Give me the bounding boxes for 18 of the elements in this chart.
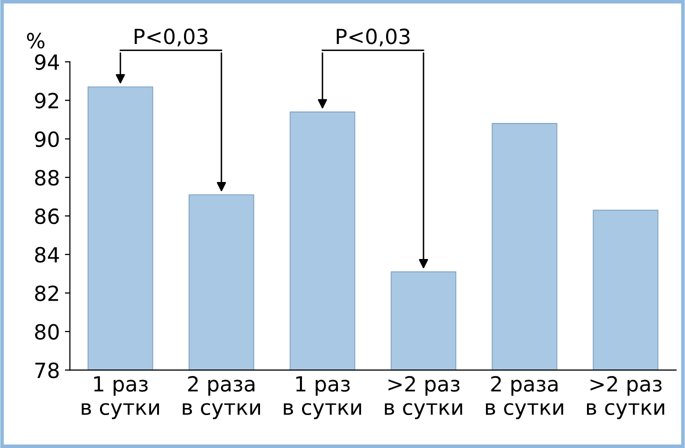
- x-tick-label: 2 раза в сутки: [486, 376, 564, 420]
- x-tick-label: 2 раза в сутки: [182, 376, 260, 420]
- y-tick-label: 92: [34, 92, 58, 109]
- y-tick-label: 80: [35, 324, 59, 340]
- y-tick-label: 84: [35, 246, 59, 263]
- y-axis-title: %: [26, 32, 44, 49]
- y-tick-label: 90: [34, 131, 59, 148]
- text: P<0,03: [134, 28, 208, 46]
- y-tick-label: 88: [35, 170, 59, 186]
- x-tick-label: 1 раз в сутки: [82, 376, 159, 420]
- y-tick-label: 86: [35, 208, 59, 224]
- x-tick-label: >2 раз в сутки: [384, 376, 462, 420]
- x-tick-label: >2 раз в сутки: [586, 376, 664, 420]
- y-tick-label: 94: [34, 54, 59, 70]
- y-tick-label: 82: [35, 285, 58, 302]
- y-tick-label: 78: [35, 362, 59, 378]
- text: P<0,03: [336, 28, 410, 46]
- x-tick-label: 1 раз в сутки: [284, 376, 362, 420]
